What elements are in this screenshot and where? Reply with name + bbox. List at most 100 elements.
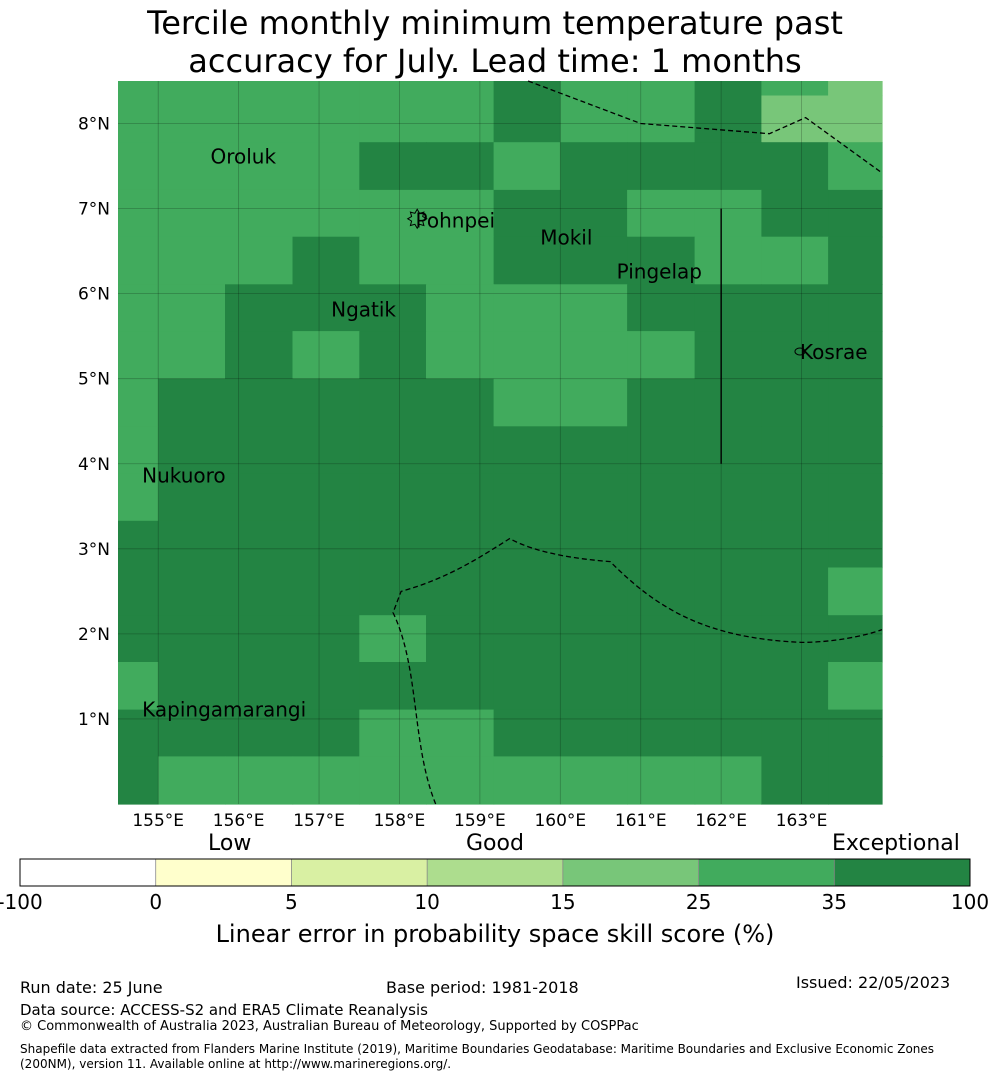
grid-cell: [426, 615, 495, 663]
grid-cell: [493, 520, 561, 569]
grid-cell: [359, 284, 427, 332]
grid-cell: [560, 95, 628, 143]
grid-cell: [761, 284, 829, 332]
eez-boundary-south: [392, 537, 883, 805]
grid-cell: [627, 756, 696, 805]
grid-cell: [627, 331, 696, 380]
place-label-nukuoro: Nukuoro: [142, 464, 226, 488]
grid-cell: [158, 236, 226, 285]
grid-cell: [359, 189, 427, 238]
grid-cell: [426, 426, 495, 474]
grid-cell: [118, 95, 159, 143]
grid-cell: [828, 520, 883, 569]
colorbar-frame: [19, 858, 971, 887]
lon-tick-label: 163°E: [776, 811, 828, 831]
grid-cell: [493, 284, 561, 332]
grid-cell: [694, 567, 762, 616]
title-line-2: accuracy for July. Lead time: 1 months: [188, 42, 802, 80]
grid-cell: [225, 236, 294, 285]
grid-cell: [761, 709, 829, 757]
grid-cell: [426, 756, 495, 805]
grid-cell: [627, 378, 696, 427]
lon-tick-label: 159°E: [454, 811, 506, 831]
grid-cell: [359, 81, 427, 97]
grid-cell: [493, 81, 561, 97]
place-label-pohnpei: Pohnpei: [416, 208, 496, 232]
grid-cell: [694, 236, 762, 285]
grid-cell: [225, 709, 294, 757]
grid-cell: [627, 81, 696, 97]
place-label-kapingamarangi: Kapingamarangi: [142, 697, 306, 721]
colorbar-tick-label: 35: [822, 890, 847, 914]
colorbar-word-low: Low: [208, 831, 252, 856]
grid-cell: [292, 331, 360, 380]
grid-cell: [761, 473, 829, 522]
grid-cell: [560, 236, 628, 285]
grid-cell: [359, 756, 427, 805]
grid-cell: [828, 189, 883, 238]
grid-cell: [158, 756, 226, 805]
grid-cell: [828, 142, 883, 191]
grid-cell: [560, 331, 628, 380]
grid-cell: [292, 520, 360, 569]
place-label-pingelap: Pingelap: [617, 259, 702, 283]
colorbar-tick-label: 5: [285, 890, 298, 914]
shapefile-credit-line-2: (200NM), version 11. Available online at…: [20, 1057, 452, 1071]
grid-cell: [118, 709, 159, 757]
grid-cell: [158, 520, 226, 569]
grid-cell: [493, 189, 561, 238]
grid-cell: [225, 567, 294, 616]
grid-cell: [828, 236, 883, 285]
title-line-1: Tercile monthly minimum temperature past: [147, 4, 843, 42]
grid-cell: [426, 709, 495, 757]
grid-cell: [359, 95, 427, 143]
grid-cell: [493, 378, 561, 427]
colorbar-segment: [427, 859, 564, 886]
grid-cell: [694, 473, 762, 522]
grid-cell: [426, 520, 495, 569]
grid-cell: [359, 567, 427, 616]
grid-cell: [426, 189, 495, 238]
grid-cell: [627, 284, 696, 332]
copyright: © Commonwealth of Australia 2023, Austra…: [20, 1019, 639, 1034]
grid-cell: [158, 473, 226, 522]
grid-cell: [426, 473, 495, 522]
grid-cell: [828, 567, 883, 616]
colorbar-segment: [834, 859, 971, 886]
grid-cell: [118, 378, 159, 427]
grid-cell: [694, 520, 762, 569]
grid-cell: [493, 236, 561, 285]
grid-cell: [426, 378, 495, 427]
data-source: Data source: ACCESS-S2 and ERA5 Climate …: [20, 1001, 428, 1019]
grid-cell: [158, 378, 226, 427]
grid-cell: [560, 615, 628, 663]
grid-cell: [225, 378, 294, 427]
grid-cell: [627, 473, 696, 522]
colorbar-tick-label: 15: [550, 890, 575, 914]
grid-cell: [292, 81, 360, 97]
grid-cell: [828, 615, 883, 663]
grid-cell: [118, 426, 159, 474]
grid-cell: [761, 426, 829, 474]
grid-cell: [493, 426, 561, 474]
grid-cell: [761, 189, 829, 238]
grid-cell: [118, 756, 159, 805]
grid-cell: [158, 142, 226, 191]
shapefile-credit-line-1: Shapefile data extracted from Flanders M…: [20, 1042, 935, 1056]
colorbar-segment: [291, 859, 428, 886]
grid-cell: [292, 236, 360, 285]
grid-cell: [426, 331, 495, 380]
grid-cell: [761, 520, 829, 569]
lon-tick-label: 158°E: [374, 811, 426, 831]
grid-cell: [493, 709, 561, 757]
grid-cell: [560, 709, 628, 757]
grid-cell: [225, 615, 294, 663]
colorbar-tick-label: -100: [0, 890, 43, 914]
grid-cell: [828, 95, 883, 143]
grid-cell: [426, 662, 495, 711]
grid-cell: [761, 378, 829, 427]
grid-cell: [627, 709, 696, 757]
grid-cell: [426, 142, 495, 191]
grid-cell: [828, 756, 883, 805]
grid-cell: [627, 520, 696, 569]
